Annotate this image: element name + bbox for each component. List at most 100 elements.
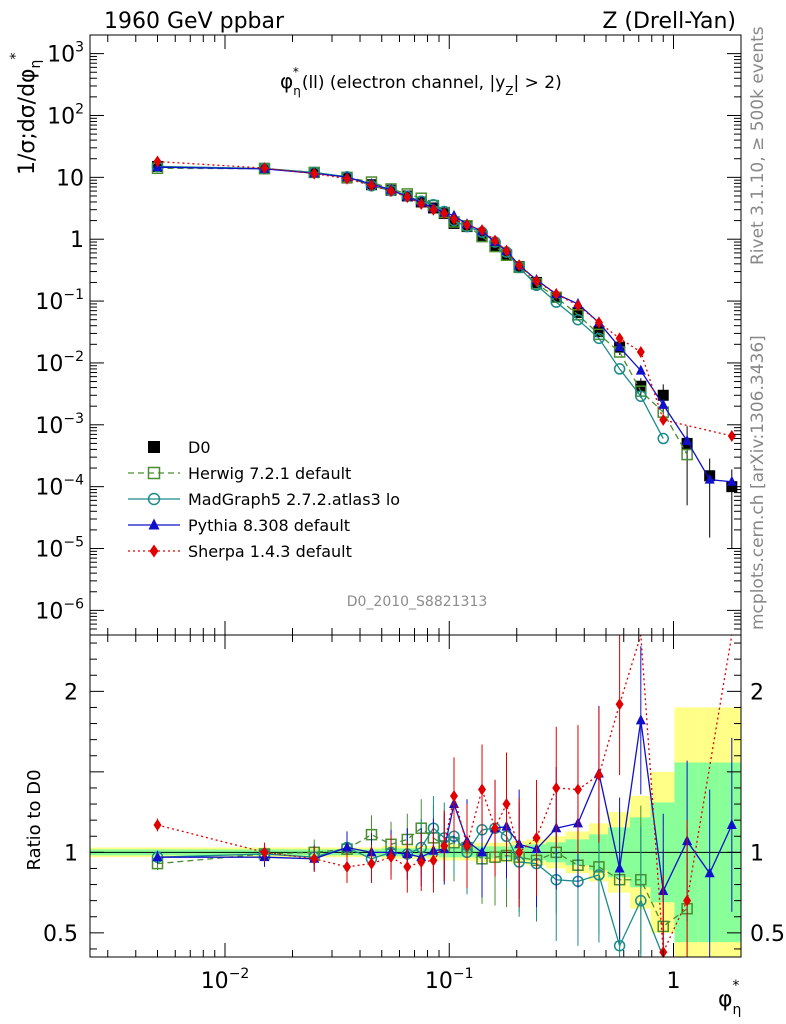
svg-text:1/σ;dσ/dφη*: 1/σ;dσ/dφη* — [8, 53, 44, 175]
data-point — [682, 434, 693, 445]
data-point — [463, 839, 472, 852]
data-point — [429, 203, 438, 216]
process-label: Z (Drell-Yan) — [602, 9, 736, 34]
data-point — [615, 332, 624, 345]
analysis-id: D0_2010_S8821313 — [347, 594, 488, 610]
data-point — [478, 224, 487, 237]
data-point — [614, 341, 625, 352]
data-point — [450, 213, 459, 226]
legend-item-pythia: Pythia 8.308 default — [128, 516, 350, 535]
y-tick-label: 10−2 — [35, 349, 84, 377]
data-point — [450, 790, 459, 802]
data-point — [573, 299, 582, 312]
x-tick-label: 10−2 — [201, 966, 250, 994]
legend-label: Pythia 8.308 default — [188, 516, 350, 535]
data-point — [148, 441, 160, 453]
data-point — [573, 783, 582, 796]
data-point — [704, 867, 715, 878]
data-point — [681, 448, 693, 461]
data-point — [532, 831, 541, 844]
data-point — [726, 475, 737, 486]
energy-label: 1960 GeV ppbar — [104, 9, 285, 34]
data-point — [417, 198, 426, 211]
data-point — [515, 846, 524, 859]
data-point — [657, 389, 669, 401]
data-point — [310, 167, 319, 180]
data-point — [593, 869, 605, 881]
y-tick-label: 10−3 — [35, 411, 84, 439]
data-point — [635, 714, 646, 725]
data-point — [310, 852, 319, 865]
ratio-y-axis-title: Ratio to D0 — [24, 769, 45, 870]
data-point — [635, 364, 646, 375]
y-tick-label: 10−5 — [35, 535, 84, 563]
data-point — [657, 432, 669, 445]
data-point — [429, 854, 438, 867]
data-point — [515, 259, 524, 272]
data-point — [147, 466, 161, 480]
data-point — [658, 398, 669, 409]
svg-text:φη*: φη* — [718, 978, 741, 1018]
y-tick-label: 10−6 — [35, 596, 84, 624]
data-point — [727, 429, 736, 442]
data-point — [387, 185, 396, 198]
x-tick-label: 10−1 — [425, 966, 474, 994]
data-point — [153, 818, 162, 831]
y-tick-label: 1 — [70, 228, 84, 253]
data-point — [148, 518, 160, 530]
data-point — [614, 862, 625, 873]
y-tick-label: 10 — [56, 166, 84, 191]
legend-label: D0 — [188, 438, 211, 457]
plot-title: φη*(ll) (electron channel, |yZ| > 2) — [280, 65, 562, 98]
data-point — [532, 275, 541, 288]
data-point — [343, 172, 352, 185]
data-point — [149, 544, 159, 558]
ratio-tick-label: 2 — [64, 680, 78, 705]
y-tick-label: 10−1 — [35, 287, 84, 315]
data-point — [417, 856, 426, 869]
ratio-series-4 — [153, 634, 733, 959]
data-point — [594, 316, 603, 329]
data-point — [552, 781, 561, 794]
data-point — [659, 413, 668, 426]
y-tick-label: 10−4 — [35, 473, 84, 501]
y-tick-label: 102 — [47, 101, 84, 129]
data-point — [260, 162, 269, 175]
series-line — [157, 160, 732, 437]
data-point — [403, 860, 412, 873]
series-line — [157, 165, 664, 439]
x-tick-label: 1 — [666, 969, 680, 994]
data-point — [463, 218, 472, 231]
data-point — [478, 783, 487, 796]
data-point — [367, 857, 376, 870]
data-point — [683, 894, 692, 907]
data-point — [613, 363, 626, 375]
data-point — [594, 769, 603, 782]
data-point — [726, 818, 737, 829]
rivet-version-label: Rivet 3.1.10, ≥ 500k events — [748, 26, 768, 265]
data-point — [152, 851, 163, 862]
data-point — [477, 846, 488, 857]
data-point — [387, 851, 396, 864]
data-point — [635, 894, 647, 907]
legend-label: Sherpa 1.4.3 default — [188, 542, 352, 561]
ratio-line — [157, 720, 733, 894]
data-point — [440, 839, 449, 852]
ratio-tick-label-right: 0.5 — [750, 922, 785, 947]
data-point — [260, 846, 269, 859]
legend-item-madgraph: MadGraph5 2.7.2.atlas3 lo — [128, 490, 400, 509]
mcplots-label: mcplots.cern.ch [arXiv:1306.3436] — [748, 335, 768, 630]
data-point — [153, 155, 162, 168]
ratio-line — [157, 827, 688, 928]
data-point — [593, 326, 605, 338]
data-point — [552, 288, 561, 301]
ratio-tick-label: 1 — [64, 841, 78, 866]
legend-label: MadGraph5 2.7.2.atlas3 lo — [188, 490, 400, 509]
data-point — [572, 307, 584, 319]
data-point — [572, 313, 584, 326]
svg-text:φη*(ll) (electron channel, |yZ: φη*(ll) (electron channel, |yZ| > 2) — [280, 65, 562, 98]
legend-item-herwig: Herwig 7.2.1 default — [128, 464, 351, 483]
data-point — [502, 244, 511, 257]
main-y-axis-title: 1/σ;dσ/dφη* — [8, 53, 44, 175]
data-point — [635, 390, 647, 402]
